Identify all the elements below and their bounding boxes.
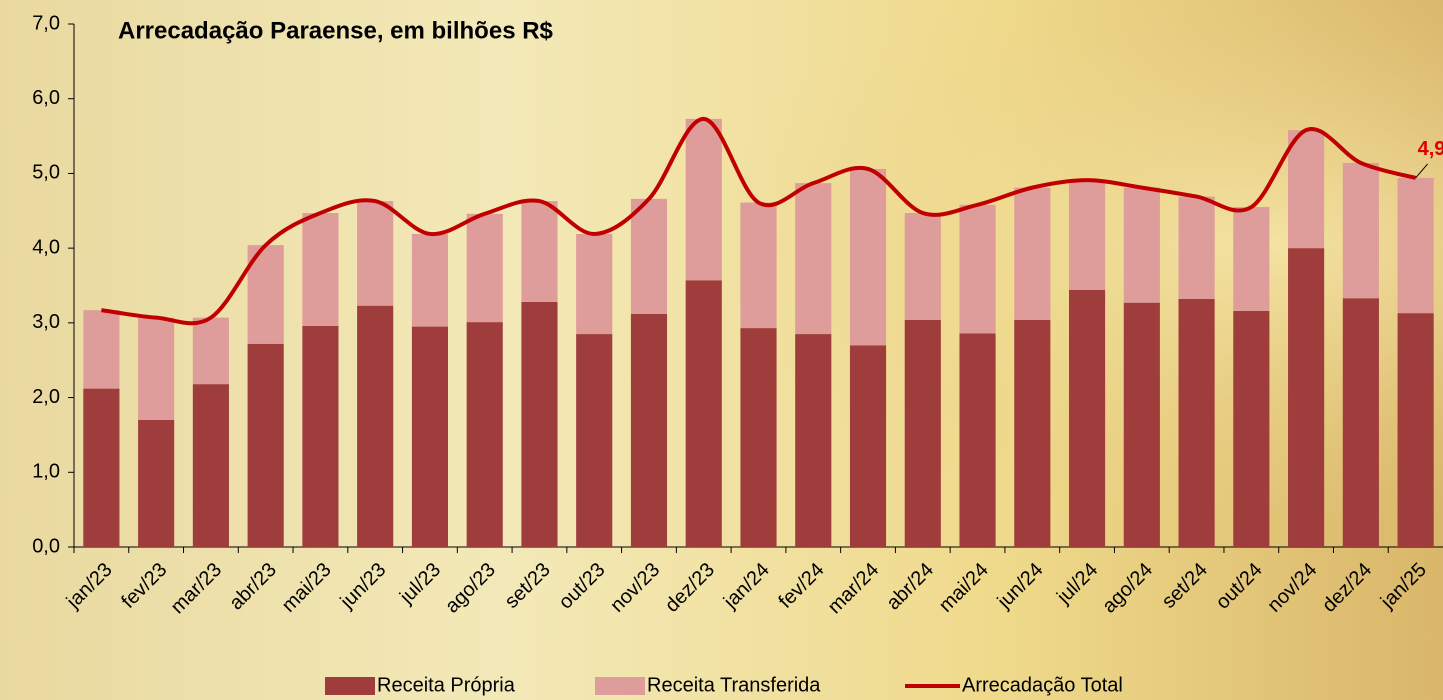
- bar-segment: [1014, 188, 1050, 320]
- chart-title: Arrecadação Paraense, em bilhões R$: [118, 17, 554, 44]
- bar-segment: [1288, 130, 1324, 248]
- bar-segment: [521, 302, 557, 547]
- y-tick-label: 7,0: [32, 12, 60, 34]
- bar-segment: [412, 234, 448, 327]
- bar-segment: [138, 420, 174, 547]
- bar-segment: [1069, 180, 1105, 290]
- bar-segment: [905, 213, 941, 320]
- bar-segment: [193, 384, 229, 547]
- bar-segment: [1343, 298, 1379, 547]
- y-tick-label: 2,0: [32, 386, 60, 408]
- bar-segment: [1398, 178, 1434, 313]
- bar-segment: [302, 326, 338, 547]
- bar-segment: [686, 119, 722, 280]
- legend-label: Receita Transferida: [647, 674, 821, 696]
- bar-segment: [959, 333, 995, 547]
- legend: Receita Própria Receita Transferida Arreca…: [325, 674, 1123, 696]
- bar-segment: [740, 203, 776, 329]
- bar-segment: [1233, 311, 1269, 547]
- bar-segment: [138, 318, 174, 420]
- y-tick-label: 0,0: [32, 535, 60, 557]
- bar-segment: [412, 327, 448, 547]
- bar-segment: [467, 322, 503, 547]
- bar-segment: [467, 214, 503, 322]
- bar-segment: [357, 306, 393, 547]
- bar-segment: [1233, 207, 1269, 311]
- page: {"chart_data": {"type": "stacked-bar-lin…: [0, 0, 1443, 700]
- bar-segment: [1288, 248, 1324, 547]
- bar-segment: [850, 345, 886, 547]
- bar-segment: [795, 334, 831, 547]
- bar-segment: [905, 320, 941, 547]
- bar-segment: [576, 334, 612, 547]
- chart: Arrecadação Paraense, em bilhões R$ Rece…: [0, 0, 1443, 700]
- bar-segment: [248, 344, 284, 547]
- bar-segment: [83, 389, 119, 547]
- bar-segment: [686, 280, 722, 547]
- y-tick-label: 5,0: [32, 162, 60, 184]
- bar-segment: [795, 183, 831, 334]
- bar-segment: [850, 169, 886, 345]
- bar-segment: [521, 201, 557, 302]
- bar-segment: [83, 310, 119, 388]
- bar-segment: [1179, 197, 1215, 299]
- y-tick-label: 4,0: [32, 236, 60, 258]
- bar-segment: [576, 234, 612, 334]
- data-label: 4,9: [1418, 138, 1443, 160]
- bar-segment: [959, 205, 995, 334]
- bar-segment: [631, 199, 667, 314]
- legend-swatch: [325, 677, 375, 695]
- bar-segment: [1398, 313, 1434, 547]
- legend-swatch: [595, 677, 645, 695]
- y-tick-label: 1,0: [32, 461, 60, 483]
- bar-segment: [1179, 299, 1215, 547]
- legend-label: Arrecadação Total: [962, 674, 1123, 696]
- bar-segment: [1124, 303, 1160, 547]
- bar-segment: [740, 328, 776, 547]
- bar-segment: [1124, 188, 1160, 303]
- bar-segment: [1343, 163, 1379, 298]
- y-tick-label: 6,0: [32, 87, 60, 109]
- legend-label: Receita Própria: [377, 674, 516, 696]
- bar-segment: [1014, 320, 1050, 547]
- y-tick-label: 3,0: [32, 311, 60, 333]
- bar-segment: [357, 201, 393, 306]
- bar-segment: [193, 318, 229, 384]
- bar-segment: [1069, 290, 1105, 547]
- bar-segment: [631, 314, 667, 547]
- bar-segment: [302, 213, 338, 326]
